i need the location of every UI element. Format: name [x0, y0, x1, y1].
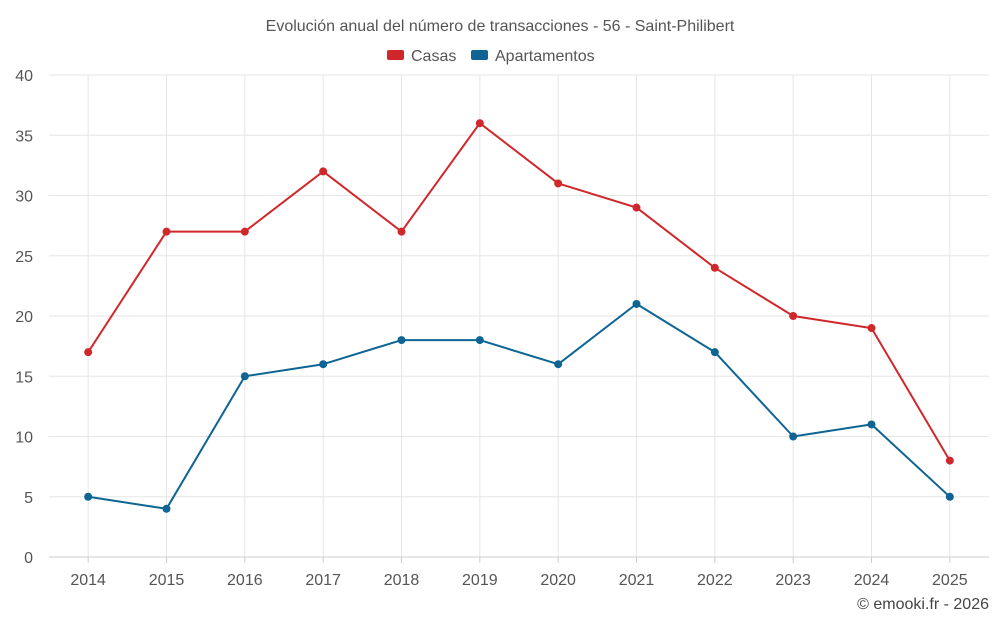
data-point-casas-2020[interactable]: [554, 179, 563, 188]
x-tick-label: 2025: [932, 572, 968, 589]
data-point-apartamentos-2022[interactable]: [710, 348, 719, 357]
series-line-casas: [87, 122, 951, 462]
data-point-apartamentos-2015[interactable]: [162, 504, 171, 513]
data-point-apartamentos-2017[interactable]: [319, 360, 328, 369]
x-tick-label: 2014: [70, 572, 106, 589]
y-tick-label: 10: [15, 430, 33, 447]
y-tick-label: 40: [15, 68, 33, 85]
data-point-apartamentos-2025[interactable]: [945, 492, 954, 501]
legend-label-casas[interactable]: Casas: [411, 48, 456, 65]
data-point-casas-2015[interactable]: [162, 227, 171, 236]
legend-label-apartamentos[interactable]: Apartamentos: [495, 48, 595, 65]
y-tick-label: 25: [15, 249, 33, 266]
data-point-apartamentos-2016[interactable]: [240, 372, 249, 381]
x-tick-label: 2020: [540, 572, 576, 589]
y-tick-label: 15: [15, 369, 33, 386]
series-line-apartamentos: [87, 302, 951, 510]
y-tick-label: 20: [15, 309, 33, 326]
data-point-casas-2014[interactable]: [84, 348, 93, 357]
data-point-casas-2023[interactable]: [789, 312, 798, 320]
x-tick-label: 2016: [227, 572, 263, 589]
data-point-casas-2016[interactable]: [240, 227, 249, 236]
data-point-apartamentos-2020[interactable]: [554, 360, 563, 369]
series: [84, 119, 954, 513]
x-tick-label: 2017: [305, 572, 341, 589]
legend-swatch-apartamentos: [471, 50, 488, 60]
data-point-apartamentos-2023[interactable]: [789, 432, 798, 441]
data-point-apartamentos-2021[interactable]: [632, 299, 641, 308]
data-point-casas-2022[interactable]: [710, 263, 719, 272]
x-tick-label: 2019: [462, 572, 498, 589]
credit-text: © emooki.fr - 2026: [857, 596, 989, 613]
x-tick-label: 2023: [775, 572, 811, 589]
data-point-apartamentos-2014[interactable]: [84, 492, 93, 501]
data-point-casas-2019[interactable]: [475, 119, 484, 128]
data-point-casas-2024[interactable]: [867, 324, 876, 333]
x-tick-label: 2021: [619, 572, 655, 589]
y-tick-label: 35: [15, 128, 33, 145]
data-point-apartamentos-2019[interactable]: [475, 336, 484, 345]
y-tick-label: 30: [15, 189, 33, 206]
y-tick-label: 0: [24, 550, 33, 567]
legend-swatch-casas: [387, 50, 404, 60]
data-point-casas-2021[interactable]: [632, 203, 641, 212]
chart-title: Evolución anual del número de transaccio…: [266, 18, 735, 35]
legend: Casas Apartamentos: [387, 48, 595, 65]
data-point-apartamentos-2018[interactable]: [397, 336, 406, 345]
x-tick-label: 2022: [697, 572, 733, 589]
data-point-casas-2025[interactable]: [945, 456, 954, 465]
grid: [49, 74, 989, 557]
y-tick-label: 5: [24, 490, 33, 507]
data-point-casas-2017[interactable]: [319, 167, 328, 176]
data-point-apartamentos-2024[interactable]: [867, 420, 876, 429]
x-tick-label: 2018: [384, 572, 420, 589]
x-tick-label: 2015: [149, 572, 185, 589]
x-tick-label: 2024: [854, 572, 890, 589]
data-point-casas-2018[interactable]: [397, 227, 406, 236]
